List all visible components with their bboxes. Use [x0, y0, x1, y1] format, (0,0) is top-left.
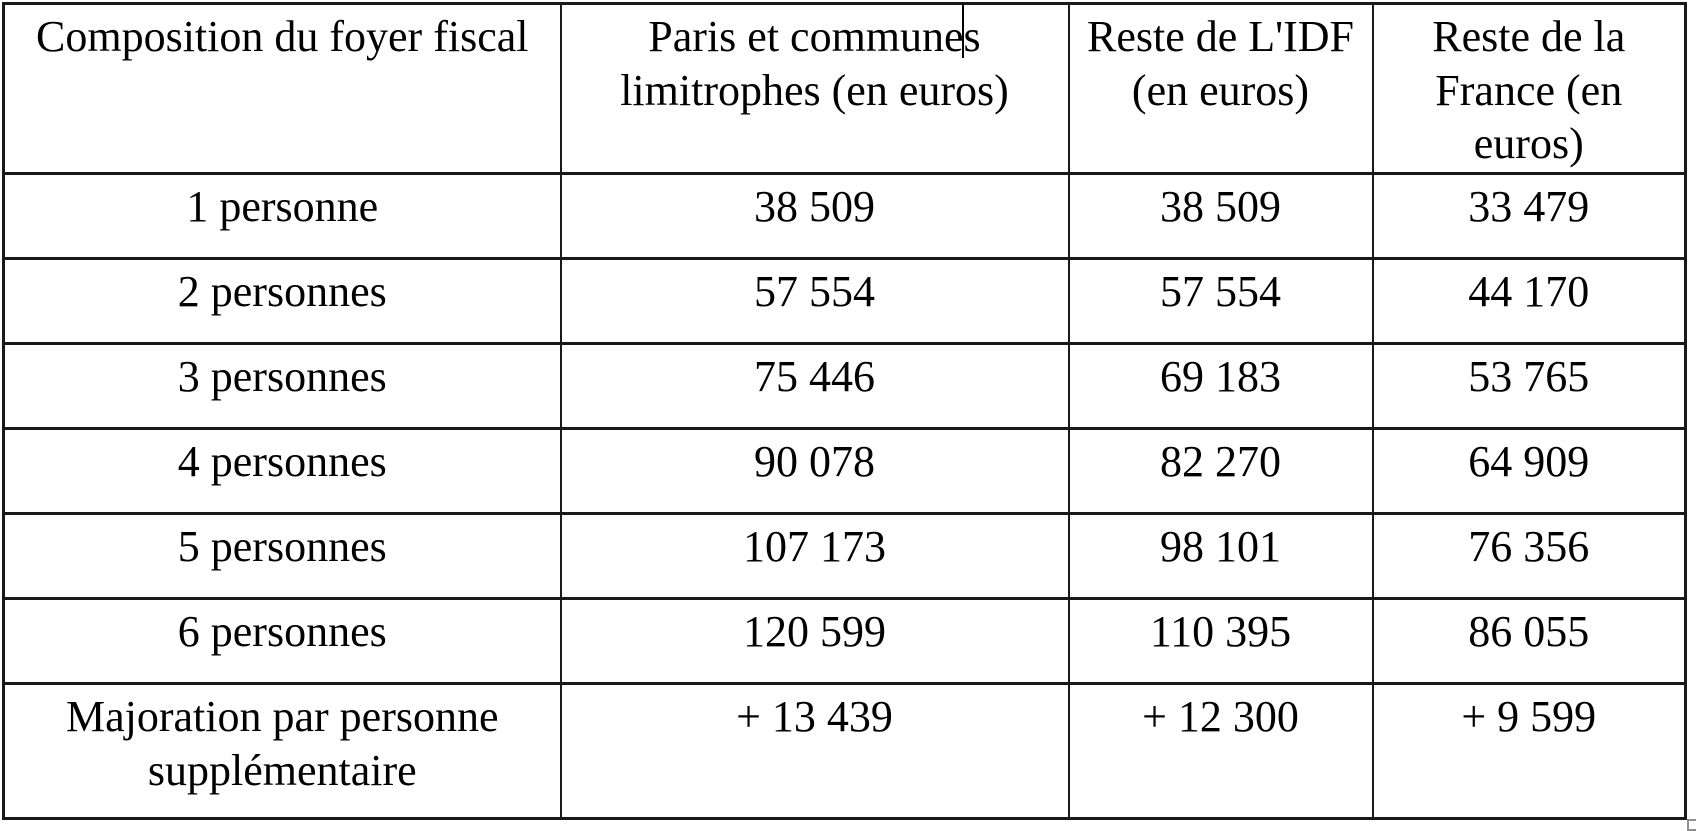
row-label-cell[interactable]: 2 personnes — [2, 257, 562, 345]
table-row: 4 personnes 90 078 82 270 64 909 — [2, 427, 1687, 515]
column-header-france[interactable]: Reste de la France (en euros) — [1371, 2, 1687, 175]
value-cell-france[interactable]: 76 356 — [1371, 512, 1687, 600]
value-cell-paris[interactable]: 90 078 — [559, 427, 1070, 515]
value-cell-paris[interactable]: 107 173 — [559, 512, 1070, 600]
value-cell-idf[interactable]: 98 101 — [1067, 512, 1374, 600]
table-header-row: Composition du foyer fiscal Paris et com… — [2, 2, 1687, 175]
table-row: 1 personne 38 509 38 509 33 479 — [2, 172, 1687, 260]
column-header-idf[interactable]: Reste de L'IDF (en euros) — [1067, 2, 1374, 175]
value-cell-idf[interactable]: + 12 300 — [1067, 682, 1374, 820]
table-row: 3 personnes 75 446 69 183 53 765 — [2, 342, 1687, 430]
value-cell-paris[interactable]: 75 446 — [559, 342, 1070, 430]
value-cell-paris[interactable]: 57 554 — [559, 257, 1070, 345]
value-cell-paris[interactable]: 38 509 — [559, 172, 1070, 260]
value-cell-france[interactable]: + 9 599 — [1371, 682, 1687, 820]
row-label-cell[interactable]: 1 personne — [2, 172, 562, 260]
value-cell-idf[interactable]: 57 554 — [1067, 257, 1374, 345]
table-resize-handle[interactable] — [1687, 819, 1696, 831]
household-income-table: Composition du foyer fiscal Paris et com… — [2, 2, 1687, 820]
row-label-cell[interactable]: Majoration par personne supplémentaire — [2, 682, 562, 820]
value-cell-paris[interactable]: + 13 439 — [559, 682, 1070, 820]
value-cell-france[interactable]: 44 170 — [1371, 257, 1687, 345]
table-row: 5 personnes 107 173 98 101 76 356 — [2, 512, 1687, 600]
value-cell-idf[interactable]: 82 270 — [1067, 427, 1374, 515]
value-cell-france[interactable]: 53 765 — [1371, 342, 1687, 430]
column-header-composition[interactable]: Composition du foyer fiscal — [2, 2, 562, 175]
table-row-majoration: Majoration par personne supplémentaire +… — [2, 682, 1687, 820]
row-label-cell[interactable]: 6 personnes — [2, 597, 562, 685]
value-cell-france[interactable]: 64 909 — [1371, 427, 1687, 515]
row-label-cell[interactable]: 4 personnes — [2, 427, 562, 515]
row-label-cell[interactable]: 5 personnes — [2, 512, 562, 600]
table-row: 6 personnes 120 599 110 395 86 055 — [2, 597, 1687, 685]
table-row: 2 personnes 57 554 57 554 44 170 — [2, 257, 1687, 345]
value-cell-france[interactable]: 86 055 — [1371, 597, 1687, 685]
row-label-cell[interactable]: 3 personnes — [2, 342, 562, 430]
value-cell-idf[interactable]: 38 509 — [1067, 172, 1374, 260]
text-cursor-caret — [962, 3, 964, 58]
value-cell-idf[interactable]: 110 395 — [1067, 597, 1374, 685]
value-cell-paris[interactable]: 120 599 — [559, 597, 1070, 685]
column-header-paris[interactable]: Paris et communes limitrophes (en euros) — [559, 2, 1070, 175]
value-cell-idf[interactable]: 69 183 — [1067, 342, 1374, 430]
value-cell-france[interactable]: 33 479 — [1371, 172, 1687, 260]
